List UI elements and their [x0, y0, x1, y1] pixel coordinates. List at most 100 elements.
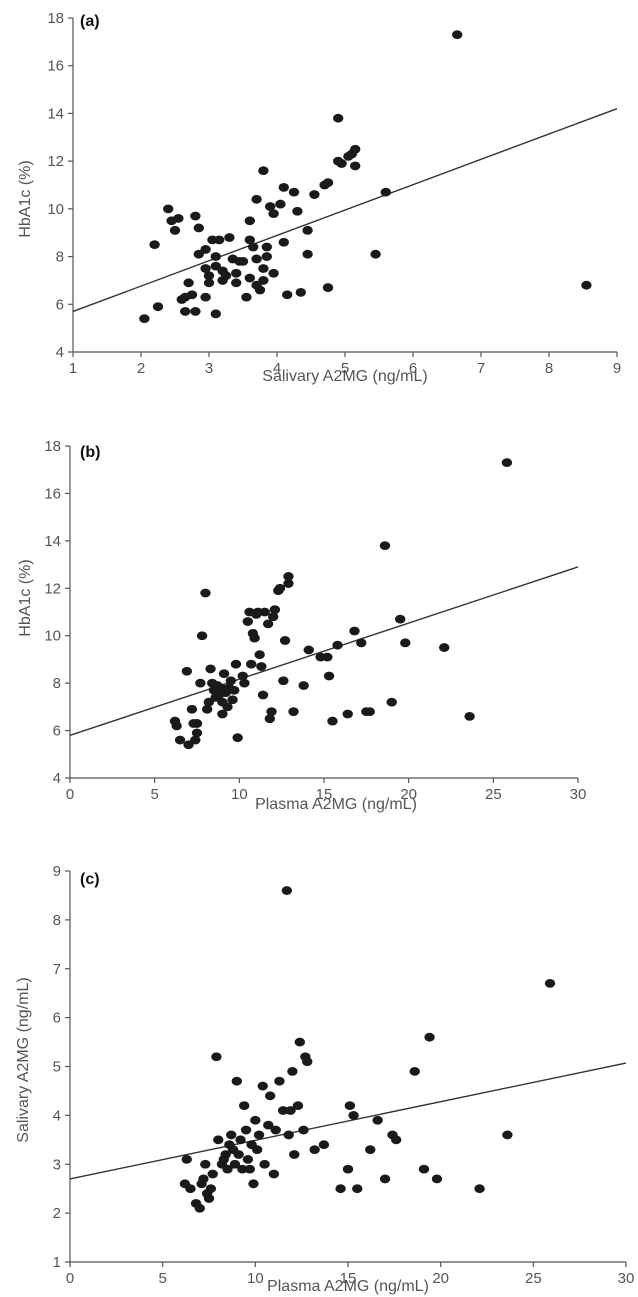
data-point: [295, 287, 306, 297]
data-point: [181, 1154, 192, 1164]
data-point: [287, 1066, 298, 1076]
x-axis-label-a: Salivary A2MG (ng/mL): [262, 368, 427, 385]
data-point: [352, 1184, 363, 1194]
data-point: [342, 709, 353, 719]
data-point: [152, 302, 164, 312]
data-point: [379, 541, 391, 550]
data-point: [237, 256, 249, 266]
data-point: [213, 1135, 224, 1145]
data-point: [207, 1169, 218, 1179]
data-point: [342, 1164, 354, 1174]
x-tick-label: 5: [158, 1270, 166, 1287]
data-point: [232, 733, 243, 743]
data-point: [214, 235, 225, 245]
data-point: [244, 216, 255, 226]
data-point: [266, 707, 277, 716]
panel-label-c: (c): [80, 871, 100, 888]
data-point: [186, 704, 198, 714]
data-point: [390, 1135, 402, 1145]
data-point: [259, 1159, 270, 1169]
data-point: [322, 283, 334, 292]
data-point: [222, 702, 233, 712]
data-point: [230, 659, 242, 669]
x-tick-label: 5: [150, 786, 158, 803]
data-point: [424, 1032, 435, 1042]
y-tick-label: 3: [53, 1156, 61, 1173]
y-tick-label: 16: [47, 58, 64, 75]
data-point: [205, 1184, 217, 1194]
x-tick-label: 9: [613, 360, 621, 377]
data-point: [581, 280, 592, 290]
data-point: [174, 735, 186, 745]
data-point: [200, 588, 211, 598]
data-point: [231, 278, 242, 288]
data-point: [227, 695, 238, 705]
data-point: [229, 1159, 241, 1169]
y-tick-label: 8: [53, 912, 61, 929]
y-axis-label-c: Salivary A2MG (ng/mL): [15, 977, 32, 1142]
data-point: [350, 144, 361, 154]
data-point: [268, 209, 279, 219]
data-point: [231, 1076, 242, 1086]
data-point: [180, 307, 191, 316]
data-point: [289, 1150, 300, 1159]
y-tick-label: 6: [53, 1010, 61, 1027]
data-point: [274, 1076, 285, 1086]
data-point: [279, 636, 291, 645]
data-point: [268, 1169, 280, 1179]
y-tick-label: 6: [53, 723, 61, 740]
data-point: [191, 719, 203, 728]
x-tick-label: 5: [341, 360, 349, 377]
x-tick-label: 25: [525, 1270, 542, 1287]
data-point: [181, 666, 193, 676]
trend-line-c: [69, 1062, 627, 1180]
data-point: [211, 1052, 222, 1062]
data-point: [169, 225, 181, 235]
x-tick-label: 20: [400, 786, 417, 803]
data-point: [344, 1101, 356, 1110]
x-tick-label: 2: [137, 360, 145, 377]
data-point: [186, 290, 198, 300]
data-point: [348, 1110, 359, 1120]
data-point: [263, 1120, 274, 1130]
data-point: [226, 1130, 237, 1140]
data-point: [288, 187, 300, 197]
data-point: [239, 678, 250, 688]
data-point: [257, 690, 269, 700]
data-point: [171, 721, 182, 731]
data-point: [225, 676, 237, 686]
data-point: [254, 650, 265, 660]
data-point: [233, 1150, 244, 1159]
data-point: [251, 194, 262, 204]
data-point: [292, 206, 303, 216]
scatter-panel-b: (b) HbA1c (%) Plasma A2MG (ng/mL) 4 6 8 10 1…: [17, 438, 586, 813]
y-tick-label: 4: [53, 770, 61, 787]
data-point: [259, 607, 270, 617]
data-point: [237, 1164, 248, 1174]
y-tick-label: 8: [53, 675, 61, 692]
data-point: [502, 1130, 513, 1140]
data-point: [218, 669, 230, 679]
data-point: [200, 292, 211, 302]
data-point: [139, 314, 150, 323]
x-tick-label: 3: [205, 360, 213, 377]
x-tick-label: 10: [231, 786, 248, 803]
data-point: [193, 223, 204, 233]
data-point: [217, 709, 228, 719]
data-point: [210, 252, 221, 261]
data-point: [274, 583, 286, 593]
data-point: [278, 676, 289, 686]
data-point: [439, 643, 450, 652]
data-point: [452, 30, 463, 40]
data-point: [239, 1101, 250, 1110]
data-point: [203, 1194, 215, 1203]
data-point: [258, 276, 269, 285]
x-tick-label: 7: [477, 360, 485, 377]
data-point: [278, 182, 289, 192]
data-point: [250, 1115, 261, 1125]
y-tick-label: 18: [44, 438, 61, 455]
data-point: [269, 605, 281, 615]
data-point: [220, 1150, 231, 1159]
data-point: [409, 1066, 420, 1076]
data-point: [283, 572, 294, 581]
